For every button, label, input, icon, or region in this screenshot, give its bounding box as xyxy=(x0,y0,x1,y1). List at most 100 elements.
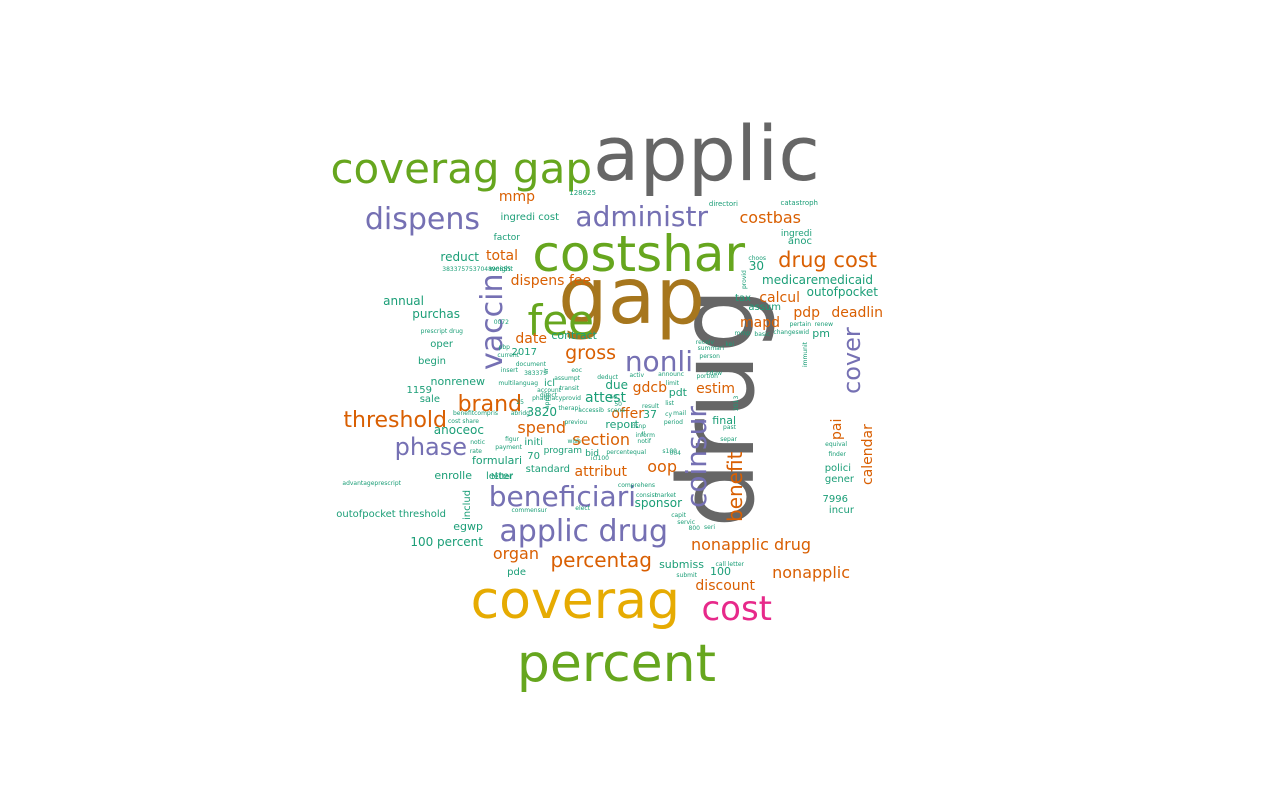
cloud-word: phase xyxy=(395,433,467,461)
cloud-word: pertain xyxy=(790,321,812,328)
cloud-word: cy xyxy=(665,411,672,418)
cloud-word: current xyxy=(497,352,519,359)
cloud-word: 50 xyxy=(609,394,617,401)
cloud-word: purchas xyxy=(412,307,460,321)
cloud-word: date xyxy=(515,331,547,347)
cloud-word: accessib xyxy=(578,407,604,414)
cloud-word: deduct xyxy=(597,374,618,381)
cloud-word: ar xyxy=(543,367,550,374)
cloud-word: total xyxy=(486,248,518,264)
cloud-word: basic xyxy=(754,331,770,338)
cloud-word: notic xyxy=(470,439,485,446)
cloud-word: portion xyxy=(697,373,719,380)
cloud-word: seri xyxy=(704,524,715,531)
cloud-word: gross xyxy=(565,342,616,364)
cloud-word: beneficiari xyxy=(489,480,636,513)
cloud-word: scena xyxy=(607,407,625,414)
cloud-word: 2017 xyxy=(512,347,537,358)
cloud-word: 25 xyxy=(516,399,524,406)
cloud-word: coverag xyxy=(471,571,680,631)
cloud-word: elect xyxy=(575,505,590,512)
cloud-word: organ xyxy=(493,544,539,563)
cloud-word: 2013 xyxy=(733,396,740,411)
cloud-word: comprehens xyxy=(618,482,655,489)
cloud-word: applic xyxy=(593,109,820,198)
cloud-word: payment xyxy=(495,444,522,451)
cloud-word: activ xyxy=(629,372,644,379)
cloud-word: incur xyxy=(829,505,855,516)
cloud-word: reduct xyxy=(440,250,479,264)
cloud-word: limit xyxy=(666,380,680,387)
cloud-word: document xyxy=(516,361,547,368)
cloud-word: oper xyxy=(430,339,454,350)
cloud-word: cover xyxy=(838,327,866,394)
cloud-word: anoc xyxy=(788,236,812,247)
cloud-word: abridg xyxy=(511,410,530,417)
cloud-word: costbas xyxy=(740,208,802,227)
cloud-word: 100 percent xyxy=(410,535,483,549)
cloud-word: list xyxy=(665,400,674,407)
cloud-word: eoc xyxy=(571,367,582,374)
cloud-word: pharmacyprovid xyxy=(532,395,581,402)
cloud-word: percent xyxy=(517,634,716,694)
cloud-word: letter xyxy=(486,471,514,482)
cloud-word: wish xyxy=(567,438,581,445)
cloud-word: nonapplic xyxy=(772,563,850,582)
cloud-word: benefit xyxy=(723,451,747,522)
cloud-word: 004 xyxy=(670,450,682,457)
cloud-word: mmp xyxy=(499,189,535,205)
cloud-word: bid xyxy=(585,449,599,459)
cloud-word: polici xyxy=(825,463,851,474)
cloud-word: factor xyxy=(494,233,521,243)
cloud-word: advantageprescript xyxy=(342,480,401,487)
cloud-word: applic drug xyxy=(499,514,668,549)
cloud-word: vaccin xyxy=(475,274,510,370)
cloud-word: nonli xyxy=(625,345,693,378)
cloud-word: brand xyxy=(458,392,522,417)
cloud-word: 1159 xyxy=(407,385,432,396)
cloud-word: provid xyxy=(741,270,748,289)
cloud-word: capit xyxy=(671,512,686,519)
cloud-word: benefitcompris xyxy=(453,410,498,417)
cloud-word: mmp xyxy=(735,330,751,337)
cloud-word: kei xyxy=(725,341,734,348)
cloud-word: pdp xyxy=(793,305,820,321)
cloud-word: equival xyxy=(825,441,847,448)
cloud-word: gap xyxy=(558,252,705,342)
cloud-word: fee xyxy=(528,296,594,345)
cloud-word: cdaw xyxy=(706,370,722,377)
cloud-word: deadlin xyxy=(831,305,883,321)
cloud-word: costshar xyxy=(532,225,745,283)
cloud-word: formulari xyxy=(472,454,522,467)
cloud-word: gdcb xyxy=(633,380,667,396)
cloud-word: administr xyxy=(575,200,708,233)
cloud-word: gener xyxy=(825,474,855,485)
cloud-word: 70 xyxy=(527,451,540,462)
cloud-word: contract xyxy=(551,329,597,342)
cloud-word: assumpt xyxy=(554,375,580,382)
cloud-word: drug cost xyxy=(778,248,877,272)
cloud-word: 37 xyxy=(643,408,657,421)
cloud-word: pai xyxy=(829,419,845,440)
cloud-word: pdt xyxy=(669,386,688,399)
cloud-word: nonrenew xyxy=(431,375,485,388)
cloud-word: sponsor xyxy=(635,496,682,510)
cloud-word: threshold xyxy=(343,408,447,433)
cloud-word: ingredi cost xyxy=(500,212,559,223)
cloud-word: tax xyxy=(735,293,751,304)
cloud-word: initi xyxy=(524,437,543,448)
cloud-word: pm xyxy=(812,327,830,340)
cloud-word: annual xyxy=(383,294,424,308)
cloud-word: enrolle xyxy=(434,469,472,482)
cloud-word: attribut xyxy=(575,464,628,480)
cloud-word: finder xyxy=(828,451,846,458)
cloud-word: percentag xyxy=(550,548,652,572)
cloud-word: letter xyxy=(491,472,513,481)
cloud-word: 50 xyxy=(614,401,622,408)
cloud-word: submit xyxy=(676,572,697,579)
cloud-word: market xyxy=(655,492,677,499)
cloud-word: outofpocket threshold xyxy=(336,509,446,520)
cloud-word: multilanguag xyxy=(498,380,538,387)
cloud-word: s100 xyxy=(662,448,677,455)
